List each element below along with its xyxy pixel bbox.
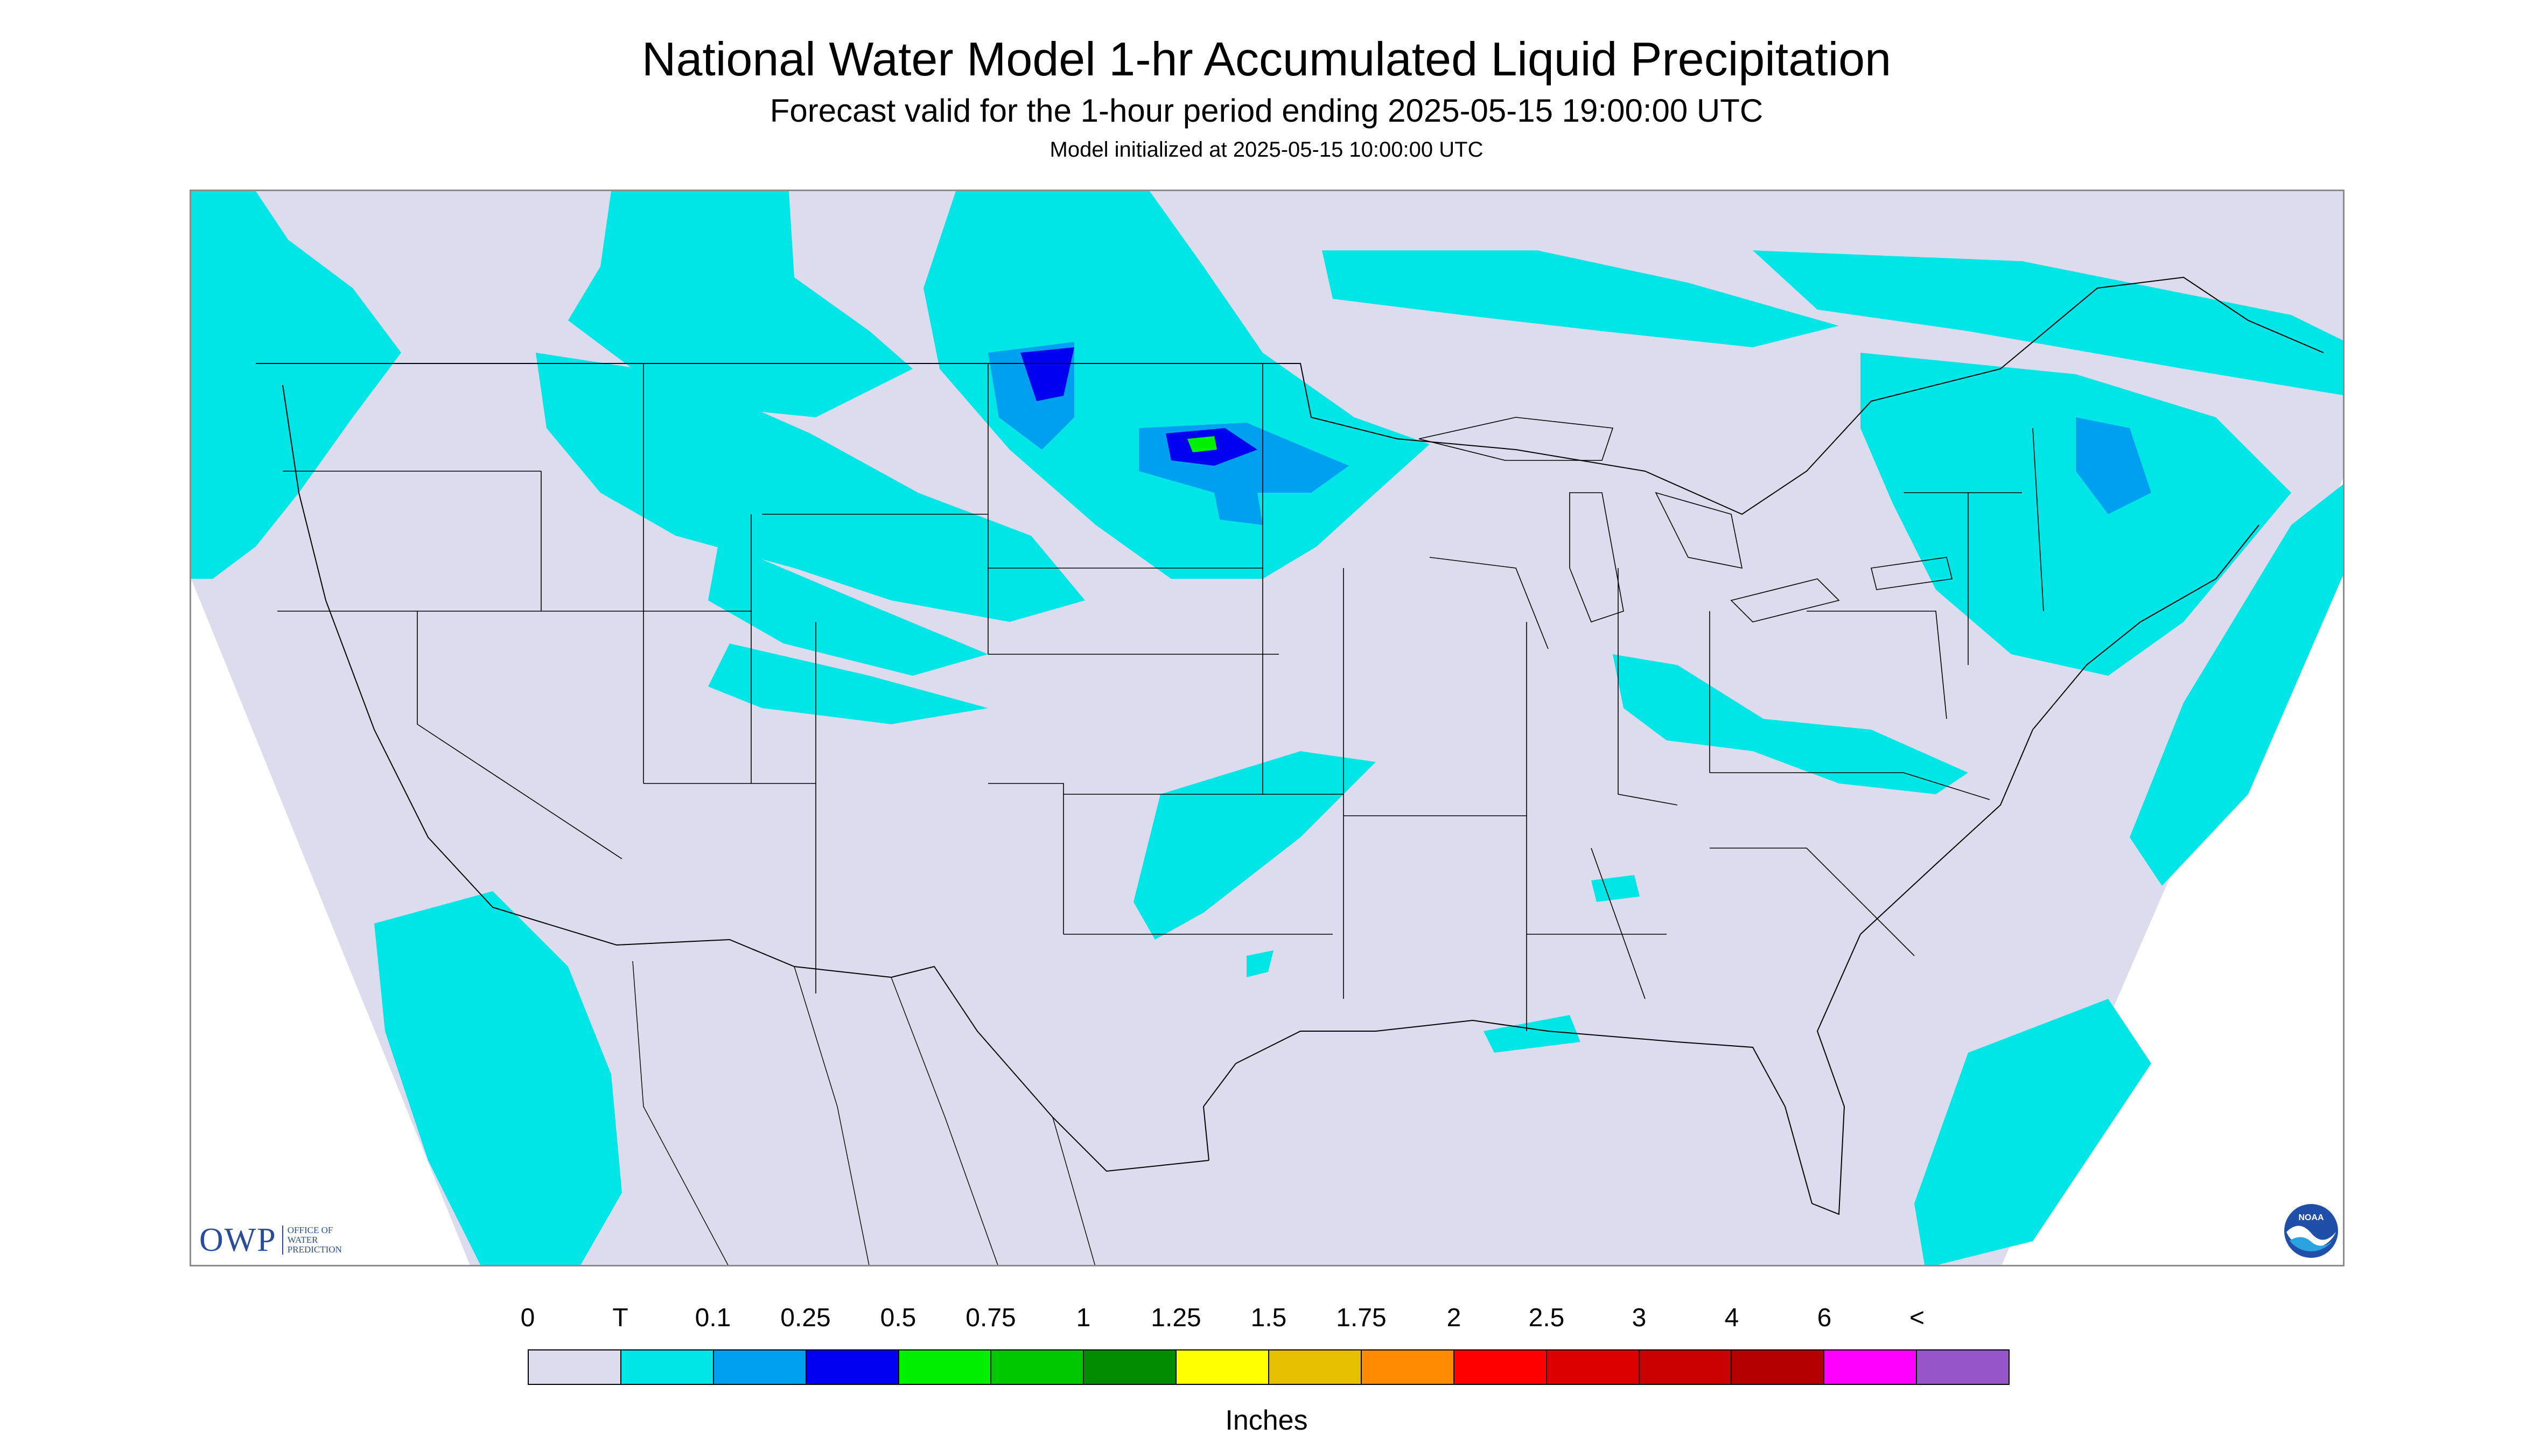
- legend-tick-label: 0.75: [965, 1304, 1016, 1332]
- state-lines: [277, 363, 2044, 1031]
- legend-tick-label: 2: [1446, 1304, 1461, 1332]
- precip-new-england-blue: [2076, 417, 2151, 514]
- legend-swatch: [991, 1350, 1084, 1384]
- legend-tick-label: 6: [1817, 1304, 1832, 1332]
- precip-colorado-streaks: [708, 643, 988, 724]
- chart-title: National Water Model 1-hr Accumulated Li…: [641, 32, 1892, 86]
- legend-tick-label: 1.5: [1250, 1304, 1287, 1332]
- legend-tick-label: 4: [1724, 1304, 1739, 1332]
- precip-wyoming-streaks: [708, 541, 988, 676]
- legend-swatch: [1454, 1350, 1547, 1384]
- legend-tick-label: 1.75: [1336, 1304, 1387, 1332]
- legend-swatch: [899, 1350, 992, 1384]
- precip-rockies-north: [568, 191, 913, 417]
- map-canvas: [191, 191, 2343, 1265]
- mexico-lines: [632, 961, 1096, 1265]
- precip-ohio-valley: [1613, 654, 1968, 794]
- legend-swatch: [1547, 1350, 1640, 1384]
- legend-swatch: [1177, 1350, 1269, 1384]
- owp-logo: OWP OFFICE OF WATER PREDICTION: [199, 1221, 368, 1259]
- legend-tick-label: 0.1: [695, 1304, 731, 1332]
- precip-atlantic-south: [1914, 999, 2151, 1265]
- legend-swatch: [529, 1350, 621, 1384]
- political-boundaries: [256, 276, 2324, 1265]
- model-init-label: Model initialized at 2025-05-15 10:00:00…: [1049, 138, 1484, 162]
- legend-swatch: [1917, 1350, 2009, 1384]
- legend-swatch: [1269, 1350, 1362, 1384]
- precipitation-legend: [528, 1349, 2010, 1385]
- legend-tick-label: 2.5: [1528, 1304, 1565, 1332]
- us-canada-border: [256, 276, 2324, 515]
- precip-baja-pacific: [374, 891, 622, 1265]
- legend-swatch: [621, 1350, 714, 1384]
- noaa-logo-text: NOAA: [2298, 1213, 2324, 1222]
- precip-atlantic: [2130, 484, 2343, 886]
- legend-tick-label: 0.25: [780, 1304, 831, 1332]
- legend-tick-label: T: [612, 1304, 628, 1332]
- precip-gulf-coast: [1484, 1015, 1580, 1053]
- legend-units-label: Inches: [1225, 1405, 1308, 1436]
- precipitation-map: [190, 190, 2345, 1266]
- legend-tick-label: 1.25: [1151, 1304, 1201, 1332]
- precip-nebraska-tail: [1214, 493, 1263, 525]
- legend-tick-label: 0.5: [880, 1304, 916, 1332]
- legend-swatch: [806, 1350, 899, 1384]
- precip-quebec-bands: [1753, 250, 2343, 396]
- owp-line-2: WATER: [287, 1235, 318, 1245]
- legend-tick-label: 0: [520, 1304, 535, 1332]
- precip-ontario-bands: [1322, 250, 1839, 347]
- precip-minnesota-green: [1187, 436, 1217, 452]
- owp-logo-text: OWP: [199, 1221, 277, 1258]
- owp-line-3: PREDICTION: [287, 1244, 342, 1255]
- owp-logo-subtitle: OFFICE OF WATER PREDICTION: [282, 1226, 368, 1255]
- owp-line-1: OFFICE OF: [287, 1225, 333, 1235]
- great-lakes: [1418, 417, 1953, 622]
- coastline: [282, 384, 2259, 1215]
- precip-bc-coast: [218, 229, 315, 331]
- legend-tick-label: 1: [1076, 1304, 1091, 1332]
- noaa-logo-icon: NOAA: [2284, 1204, 2338, 1258]
- legend-swatch: [1732, 1350, 1825, 1384]
- legend-swatch: [1824, 1350, 1918, 1384]
- legend-swatch: [1639, 1350, 1732, 1384]
- legend-tick-labels: 0 T 0.1 0.25 0.5 0.75 1 1.25 1.5 1.75 2 2.5 3 4 6 <: [521, 1304, 2010, 1338]
- legend-tick-label: 3: [1632, 1304, 1647, 1332]
- precip-texas-streak: [1247, 950, 1274, 977]
- legend-tick-label: <: [1909, 1304, 1925, 1332]
- legend-swatch: [1361, 1350, 1454, 1384]
- legend-swatch: [713, 1350, 807, 1384]
- precip-dakotas-heavy: [1020, 347, 1074, 401]
- us-mexico-border: [616, 939, 1209, 1172]
- forecast-valid-subtitle: Forecast valid for the 1-hour period end…: [769, 93, 1764, 129]
- precip-montana-bands: [536, 353, 1085, 622]
- legend-swatch: [1084, 1350, 1177, 1384]
- precip-oklahoma-streaks: [1133, 751, 1376, 940]
